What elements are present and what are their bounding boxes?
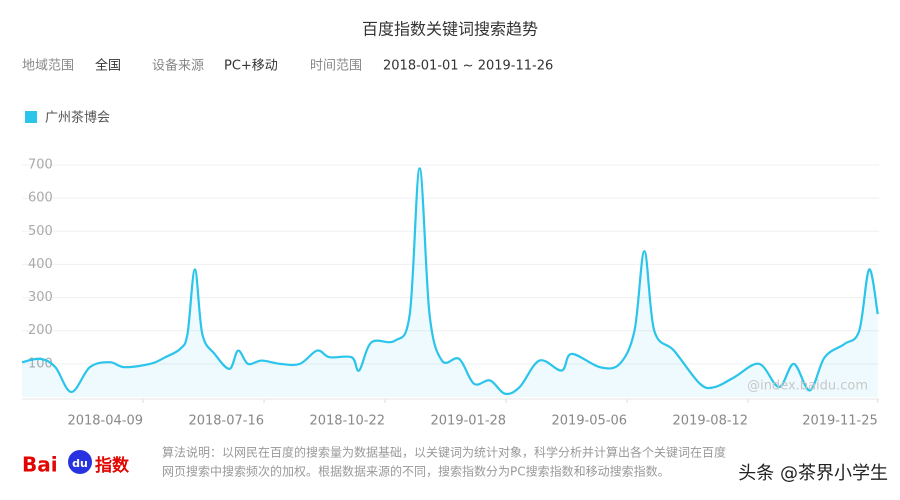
x-tick-label: 2018-10-22 [309,414,385,429]
logo-du: du [72,457,88,470]
y-tick-label: 300 [28,290,53,305]
logo-name: 指数 [95,455,130,476]
chart-title: 百度指数关键词搜索趋势 [362,20,538,39]
legend-swatch [25,111,37,123]
note: 网页搜索中搜索频次的加权。根据数据来源的不同，搜索指数分为PC搜索指数和移动搜索… [162,464,670,479]
x-tick-label: 2019-05-06 [552,414,628,429]
filter-value: 全国 [95,58,121,74]
y-tick-label: 200 [28,323,53,338]
credit: 头条 @茶界小学生 [738,463,888,484]
x-tick-label: 2018-07-16 [188,414,264,429]
note: 算法说明：以网民在百度的搜索量为数据基础，以关键词为统计对象，科学分析并计算出各… [162,445,726,460]
filter-label: 时间范围 [310,59,362,74]
filter-value: PC+移动 [224,59,278,74]
x-tick-label: 2019-11-25 [802,414,878,429]
x-tick-label: 2019-08-12 [673,414,749,429]
y-tick-label: 400 [28,257,53,272]
logo-paw [68,450,92,474]
x-tick-label: 2018-04-09 [67,414,143,429]
line [21,167,879,396]
legend-label[interactable]: 广州茶博会 [45,110,110,126]
y-tick-label: 700 [28,158,53,173]
y-tick-label: 600 [28,191,53,206]
filter-label: 地域范围 [22,59,74,74]
credit-backdrop [690,458,895,490]
logo-bai: Bai [22,453,58,477]
filter-label: 设备来源 [152,58,204,74]
y-tick-label: 500 [28,224,53,239]
filter-value: 2018-01-01 ~ 2019-11-26 [383,59,553,74]
x-tick-label: 2019-01-28 [431,414,507,429]
watermark: @index.baidu.com [747,379,868,394]
